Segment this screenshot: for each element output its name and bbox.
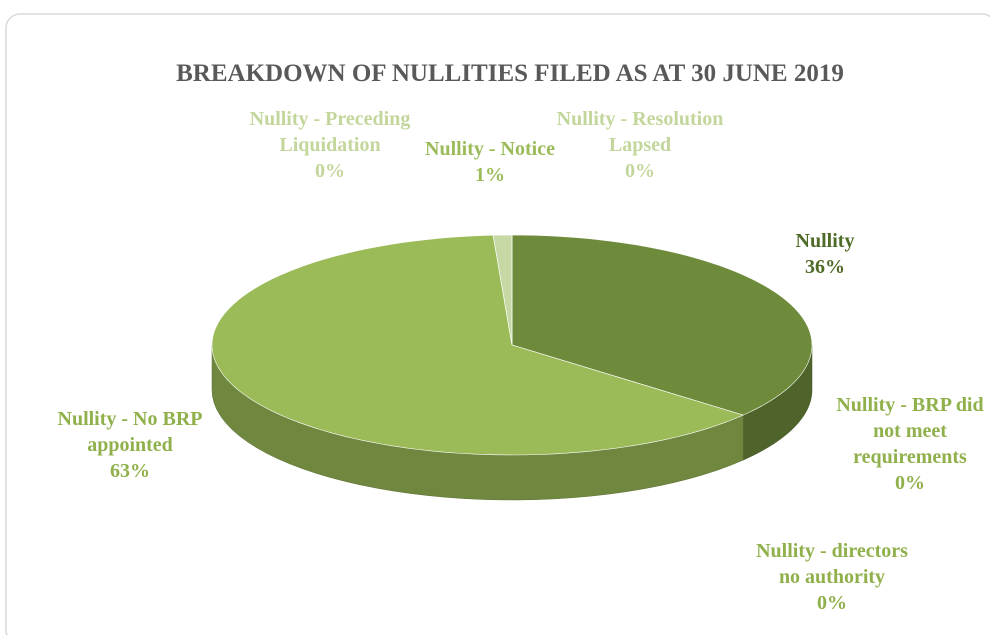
category-label: Nullity - Preceding Liquidation <box>249 108 411 156</box>
value-label: 1% <box>475 164 505 186</box>
category-label: Nullity - BRP did not meet requirements <box>836 394 984 468</box>
value-label: 0% <box>625 160 655 182</box>
value-label: 0% <box>895 472 925 494</box>
data-label: Nullity 36% <box>740 228 910 280</box>
pie-slice <box>211 234 745 501</box>
data-label: Nullity - Resolution Lapsed 0% <box>555 106 725 184</box>
category-label: Nullity - directors no authority <box>756 540 908 588</box>
data-label: Nullity - BRP did not meet requirements 0… <box>825 392 990 496</box>
slice-top <box>211 234 745 456</box>
data-label: Nullity - Preceding Liquidation 0% <box>245 106 415 184</box>
data-label: Nullity - Notice 1% <box>405 136 575 188</box>
value-label: 36% <box>805 256 845 278</box>
category-label: Nullity - Notice <box>425 138 555 160</box>
category-label: Nullity - No BRP appointed <box>57 408 203 456</box>
value-label: 0% <box>315 160 345 182</box>
value-label: 63% <box>110 460 150 482</box>
data-label: Nullity - No BRP appointed 63% <box>45 406 215 484</box>
slice-top <box>511 234 813 416</box>
category-label: Nullity - Resolution Lapsed <box>556 108 724 156</box>
value-label: 0% <box>817 592 847 614</box>
category-label: Nullity <box>795 230 855 252</box>
data-label: Nullity - directors no authority 0% <box>747 538 917 616</box>
pie-slice <box>511 234 813 461</box>
chart-title: BREAKDOWN OF NULLITIES FILED AS AT 30 JU… <box>176 60 844 87</box>
